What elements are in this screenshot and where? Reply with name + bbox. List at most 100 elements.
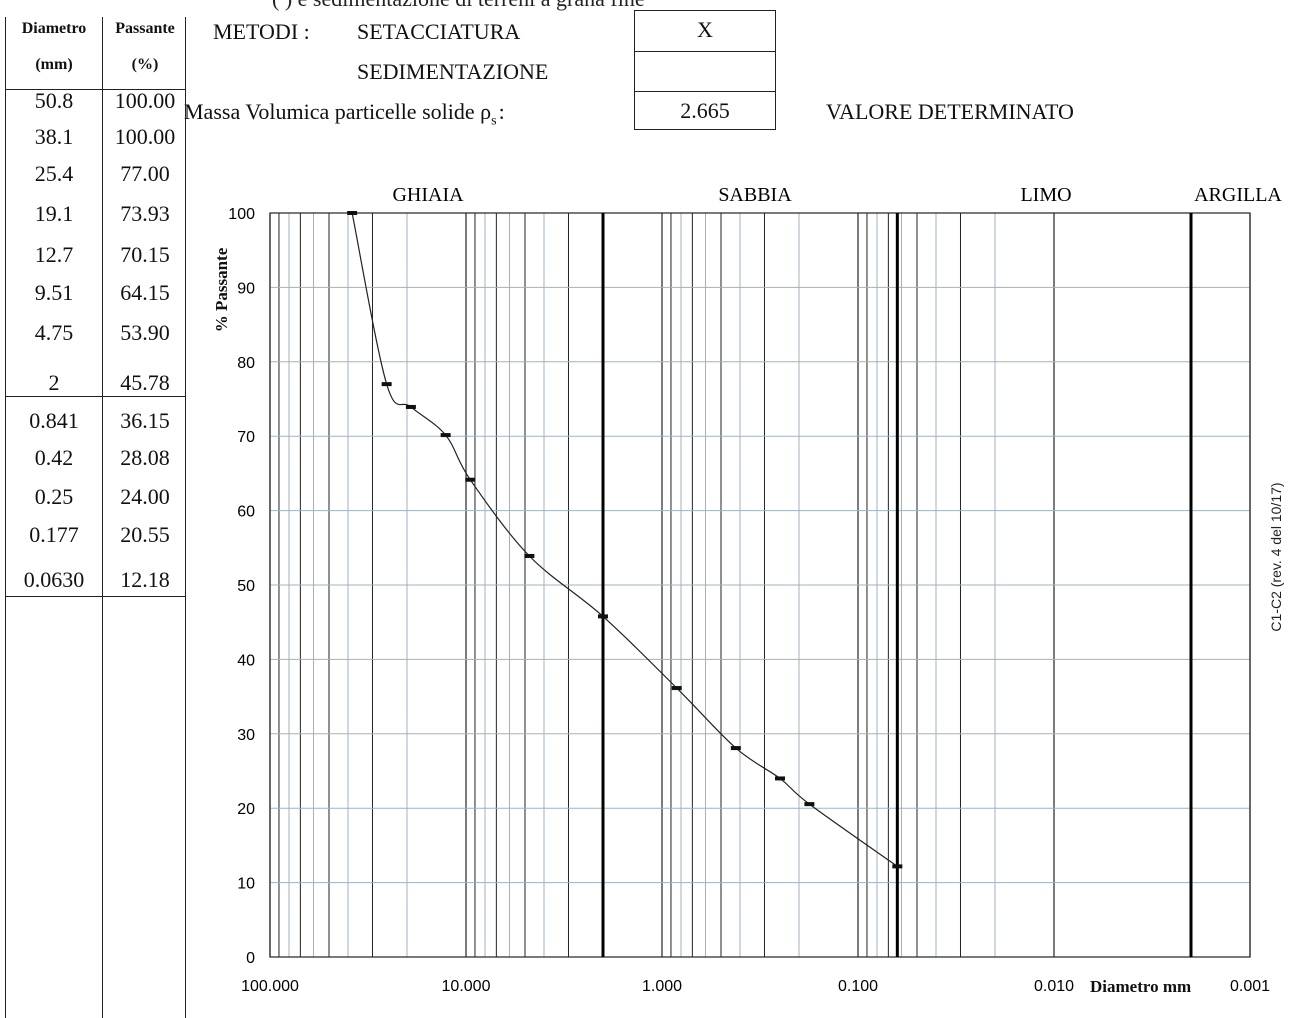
y-tick-label: 30 (237, 727, 255, 744)
table-row: 9.51 64.15 (6, 276, 186, 310)
table-row: 0.177 20.55 (6, 518, 186, 552)
table-section-rule (6, 396, 185, 397)
table-row: 0.841 36.15 (6, 404, 186, 438)
data-point-marker (381, 382, 392, 387)
cutoff-header-text: ( ) e sedimentazione di terreni a grana … (272, 0, 645, 12)
cell-diametro: 50.8 (34, 88, 74, 113)
header-passante: Passante (115, 20, 175, 37)
cell-diametro: 0.841 (29, 408, 79, 433)
x-tick-label: 0.100 (838, 978, 878, 995)
data-point-marker (804, 802, 815, 807)
header-diametro: (mm) (35, 56, 73, 73)
cell-passante: 100.00 (114, 124, 176, 149)
table-row: 12.7 70.15 (6, 238, 186, 272)
cell-passante: 12.18 (120, 567, 170, 592)
y-tick-label: 40 (237, 652, 255, 669)
cell-passante: 70.15 (120, 242, 170, 267)
table-row: 19.1 73.93 (6, 197, 186, 231)
data-point-marker (524, 553, 535, 558)
cell-diametro: 0.177 (29, 522, 79, 547)
cell-diametro: 25.4 (34, 161, 74, 186)
setacciatura-checkbox[interactable]: X (697, 17, 713, 42)
table-row: 2 45.78 (6, 366, 186, 400)
data-point-marker (775, 776, 786, 781)
x-tick-label: 0.001 (1230, 978, 1270, 995)
table-row: 4.75 53.90 (6, 316, 186, 350)
cell-passante: 20.55 (120, 522, 170, 547)
x-tick-label: 10.000 (442, 978, 491, 995)
y-tick-label: 10 (237, 876, 255, 893)
table-row: 25.4 77.00 (6, 157, 186, 191)
y-tick-label: 50 (237, 578, 255, 595)
header-passante: (%) (131, 56, 159, 73)
plot-frame (269, 212, 1251, 958)
density-subscript: s (491, 113, 497, 129)
revision-side-note: C1-C2 (rev. 4 del 10/17) (1268, 482, 1284, 632)
cell-passante: 53.90 (120, 320, 170, 345)
cell-diametro: 2 (48, 370, 60, 395)
cell-passante: 64.15 (120, 280, 170, 305)
cell-diametro: 9.51 (34, 280, 74, 305)
cell-diametro: 4.75 (34, 320, 74, 345)
density-label: Massa Volumica particelle solide ρs: (184, 99, 505, 129)
cell-diametro: 0.25 (34, 484, 74, 509)
table-header-rule (6, 89, 185, 90)
density-label-text: Massa Volumica particelle solide (184, 99, 475, 124)
table-section-rule (6, 596, 185, 597)
cell-diametro: 0.0630 (23, 567, 85, 592)
density-value: 2.665 (680, 98, 730, 123)
y-tick-label: 20 (237, 801, 255, 818)
header-diametro: Diametro (21, 20, 87, 37)
data-point-marker (347, 211, 358, 215)
data-point-marker (440, 433, 451, 438)
cell-passante: 100.00 (114, 88, 176, 113)
data-point-marker (892, 864, 903, 869)
grading-curve (351, 212, 898, 867)
zone-label: SABBIA (718, 184, 792, 206)
data-point-marker (671, 686, 682, 691)
method-setacciatura-label: SETACCIATURA (357, 19, 521, 44)
x-tick-label: 1.000 (642, 978, 682, 995)
y-tick-label: 0 (246, 950, 255, 967)
cell-passante: 36.15 (120, 408, 170, 433)
table-row: 50.8 100.00 (6, 84, 186, 118)
x-tick-label: 0.010 (1034, 978, 1074, 995)
data-point-marker (465, 477, 476, 482)
cell-diametro: 12.7 (34, 242, 74, 267)
zone-label: LIMO (1020, 184, 1071, 206)
data-point-marker (730, 746, 741, 751)
table-row: 38.1 100.00 (6, 120, 186, 154)
x-tick-label: 100.000 (241, 978, 299, 995)
cell-passante: 28.08 (120, 445, 170, 470)
cell-passante: 73.93 (120, 201, 170, 226)
density-status: VALORE DETERMINATO (826, 99, 1074, 124)
sieve-data-table: Diametro Passante (mm) (%) 50.8 100.00 38.1 100… (5, 17, 186, 1018)
y-axis-label: % Passante (212, 247, 231, 333)
cell-passante: 45.78 (120, 370, 170, 395)
y-tick-label: 80 (237, 355, 255, 372)
table-row: 0.42 28.08 (6, 441, 186, 475)
density-colon: : (498, 99, 505, 124)
y-tick-label: 70 (237, 429, 255, 446)
cell-diametro: 0.42 (34, 445, 74, 470)
table-column-divider (102, 17, 103, 1018)
zone-label: ARGILLA (1194, 184, 1282, 206)
data-point-marker (597, 614, 608, 619)
method-label: METODI : (213, 19, 310, 44)
method-sedimentazione-label: SEDIMENTAZIONE (357, 59, 549, 84)
data-point-marker (405, 404, 416, 409)
y-tick-label: 100 (228, 206, 255, 223)
density-symbol: ρ (480, 99, 492, 124)
y-tick-label: 60 (237, 504, 255, 521)
y-tick-label: 90 (237, 280, 255, 297)
method-checkbox-grid: X 2.665 (634, 10, 776, 130)
table-row: 0.25 24.00 (6, 480, 186, 514)
x-axis-label: Diametro mm (1090, 977, 1192, 996)
cell-diametro: 38.1 (34, 124, 74, 149)
cell-passante: 24.00 (120, 484, 170, 509)
cell-diametro: 19.1 (34, 201, 74, 226)
cell-passante: 77.00 (120, 161, 170, 186)
table-row: 0.0630 12.18 (6, 563, 186, 597)
zone-label: GHIAIA (392, 184, 464, 206)
